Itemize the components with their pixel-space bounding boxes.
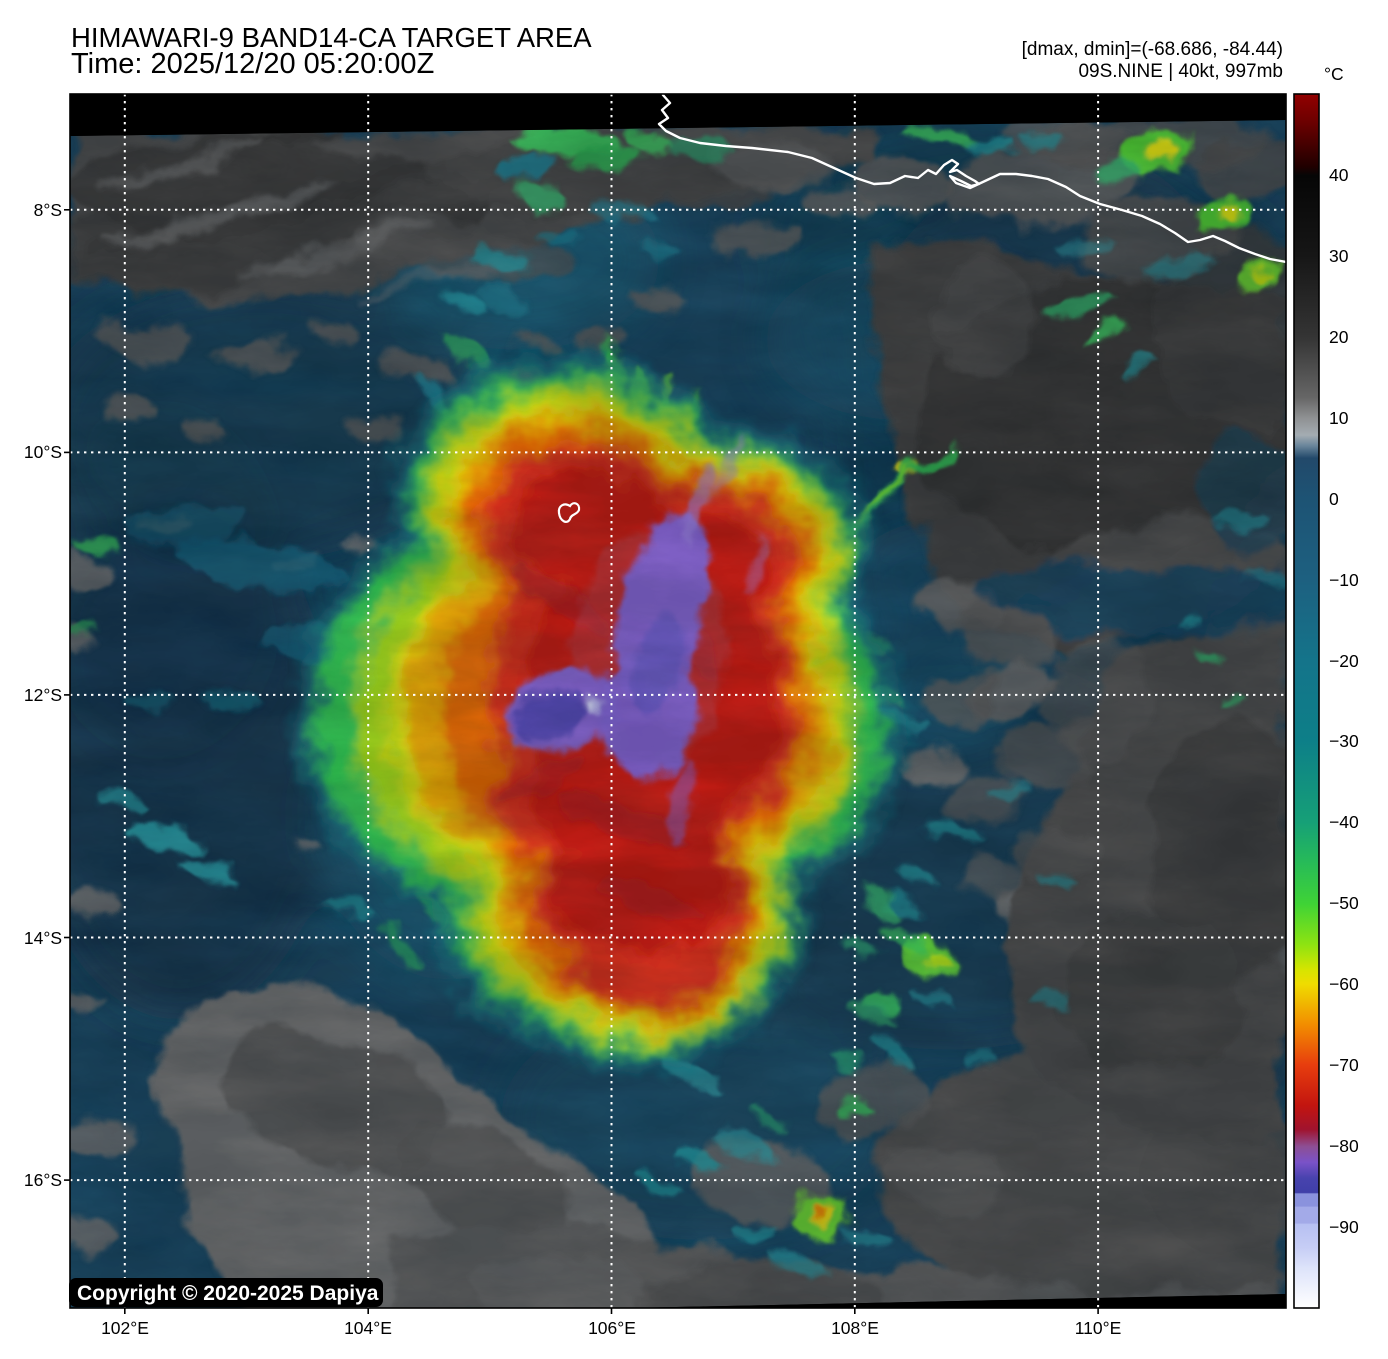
- svg-text:Time: 2025/12/20 05:20:00Z: Time: 2025/12/20 05:20:00Z: [71, 48, 434, 80]
- svg-text:30: 30: [1329, 246, 1349, 266]
- svg-text:12°S: 12°S: [24, 685, 62, 705]
- svg-text:14°S: 14°S: [24, 928, 62, 948]
- svg-text:−50: −50: [1329, 893, 1359, 913]
- svg-text:110°E: 110°E: [1075, 1318, 1122, 1338]
- svg-text:40: 40: [1329, 165, 1349, 185]
- svg-text:10°S: 10°S: [24, 442, 62, 462]
- svg-text:−80: −80: [1329, 1136, 1359, 1156]
- svg-text:104°E: 104°E: [344, 1318, 392, 1338]
- svg-text:106°E: 106°E: [588, 1318, 636, 1338]
- svg-text:−40: −40: [1329, 812, 1359, 832]
- svg-text:0: 0: [1329, 489, 1339, 509]
- svg-text:−90: −90: [1329, 1217, 1359, 1237]
- svg-text:108°E: 108°E: [831, 1318, 879, 1338]
- svg-text:102°E: 102°E: [101, 1318, 149, 1338]
- svg-text:−70: −70: [1329, 1055, 1359, 1075]
- svg-text:16°S: 16°S: [24, 1170, 62, 1190]
- svg-text:°C: °C: [1324, 64, 1344, 84]
- svg-text:09S.NINE | 40kt, 997mb: 09S.NINE | 40kt, 997mb: [1078, 61, 1283, 82]
- svg-text:10: 10: [1329, 408, 1349, 428]
- svg-text:8°S: 8°S: [34, 200, 62, 220]
- svg-text:−60: −60: [1329, 974, 1359, 994]
- svg-text:−30: −30: [1329, 731, 1359, 751]
- svg-text:−10: −10: [1329, 570, 1359, 590]
- svg-text:−20: −20: [1329, 651, 1359, 671]
- svg-text:Copyright © 2020-2025 Dapiya: Copyright © 2020-2025 Dapiya: [77, 1282, 379, 1305]
- svg-text:HIMAWARI-9 BAND14-CA TARGET AR: HIMAWARI-9 BAND14-CA TARGET AREA: [71, 22, 592, 53]
- svg-text:20: 20: [1329, 327, 1349, 347]
- svg-text:[dmax, dmin]=(-68.686, -84.44): [dmax, dmin]=(-68.686, -84.44): [1022, 39, 1283, 60]
